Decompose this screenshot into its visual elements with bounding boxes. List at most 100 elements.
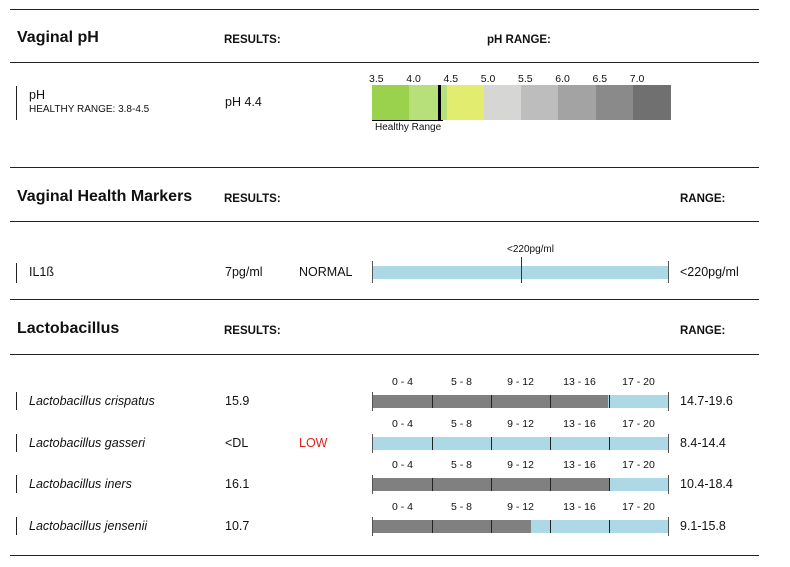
row-marker bbox=[16, 434, 17, 452]
lacto-range: 9.1-15.8 bbox=[680, 519, 726, 533]
lacto-bar-divider bbox=[550, 520, 551, 533]
bar-end-tick bbox=[372, 392, 373, 411]
ph-scale-segment bbox=[558, 85, 596, 120]
lacto-result: 16.1 bbox=[225, 477, 250, 491]
ph-scale-label: 6.5 bbox=[592, 73, 608, 85]
ph-range-header: pH RANGE: bbox=[487, 34, 551, 46]
ph-scale-segment bbox=[521, 85, 559, 120]
bar-end-tick bbox=[372, 261, 373, 283]
lacto-scale-label: 9 - 12 bbox=[507, 459, 534, 471]
healthy-range-bracket bbox=[372, 120, 443, 121]
markers-header-rule bbox=[10, 221, 759, 222]
lacto-scale-label: 5 - 8 bbox=[450, 376, 472, 388]
row-marker bbox=[16, 86, 17, 120]
bar-end-tick bbox=[668, 434, 669, 453]
lacto-bar-divider bbox=[609, 437, 610, 450]
lacto-scale-label: 9 - 12 bbox=[507, 418, 534, 430]
ph-scale-label: 6.0 bbox=[555, 73, 570, 85]
lacto-result: 15.9 bbox=[225, 394, 250, 408]
lacto-scale-label: 9 - 12 bbox=[507, 376, 534, 388]
ph-scale-segment bbox=[483, 85, 522, 120]
lacto-bar bbox=[373, 437, 668, 450]
lacto-scale-label: 13 - 16 bbox=[563, 376, 596, 388]
ph-result-marker bbox=[437, 85, 441, 120]
il1b-bar-threshold-label: <220pg/ml bbox=[507, 244, 554, 255]
lacto-top-rule bbox=[10, 299, 759, 300]
lacto-bar-divider bbox=[432, 395, 433, 408]
il1b-range-bar bbox=[373, 266, 668, 279]
bar-end-tick bbox=[372, 475, 373, 494]
lacto-bar-divider bbox=[491, 520, 492, 533]
lacto-range: 10.4-18.4 bbox=[680, 477, 733, 491]
bar-end-tick bbox=[668, 261, 669, 283]
results-header-ph: RESULTS: bbox=[224, 34, 281, 46]
lacto-header-rule bbox=[10, 354, 759, 355]
lacto-species-name: Lactobacillus crispatus bbox=[29, 394, 155, 408]
ph-result: pH 4.4 bbox=[225, 95, 262, 109]
lacto-scale-label: 17 - 20 bbox=[622, 501, 655, 513]
section-title-ph: Vaginal pH bbox=[17, 29, 99, 46]
lacto-scale-label: 13 - 16 bbox=[563, 459, 596, 471]
lacto-bar bbox=[373, 520, 668, 533]
lacto-bar-divider bbox=[609, 478, 610, 491]
lacto-scale-label: 5 - 8 bbox=[450, 418, 472, 430]
lacto-scale-label: 17 - 20 bbox=[622, 376, 655, 388]
markers-top-rule bbox=[10, 167, 759, 168]
healthy-range-caption: Healthy Range bbox=[375, 122, 442, 133]
lacto-species-name: Lactobacillus iners bbox=[29, 477, 132, 491]
lacto-range: 14.7-19.6 bbox=[680, 394, 733, 408]
bar-end-tick bbox=[372, 517, 373, 536]
lacto-scale-label: 0 - 4 bbox=[391, 501, 413, 513]
ph-healthy-range-label: HEALTHY RANGE: 3.8-4.5 bbox=[29, 104, 150, 115]
lacto-scale-label: 0 - 4 bbox=[391, 376, 413, 388]
lacto-scale-label: 5 - 8 bbox=[450, 459, 472, 471]
lacto-scale-label: 9 - 12 bbox=[507, 501, 534, 513]
row-marker bbox=[16, 263, 17, 283]
lacto-species-name: Lactobacillus gasseri bbox=[29, 436, 146, 450]
range-header-markers: RANGE: bbox=[680, 193, 726, 205]
bar-end-tick bbox=[372, 434, 373, 453]
lacto-bar-divider bbox=[491, 395, 492, 408]
lacto-bar bbox=[373, 478, 668, 491]
il1b-range: <220pg/ml bbox=[680, 265, 739, 279]
il1b-result: 7pg/ml bbox=[225, 265, 263, 279]
ph-scale-label: 7.0 bbox=[629, 73, 645, 85]
lacto-scale-label: 13 - 16 bbox=[563, 501, 596, 513]
results-header-markers: RESULTS: bbox=[224, 193, 281, 205]
ph-color-scale bbox=[372, 85, 671, 120]
ph-label: pH bbox=[29, 88, 45, 102]
lacto-range: 8.4-14.4 bbox=[680, 436, 726, 450]
il1b-threshold-line bbox=[521, 257, 522, 283]
lacto-bar-divider bbox=[550, 395, 551, 408]
lacto-bar-divider bbox=[491, 478, 492, 491]
lacto-bar-divider bbox=[550, 478, 551, 491]
ph-scale-label: 4.0 bbox=[406, 73, 421, 85]
ph-scale-label: 4.5 bbox=[443, 73, 459, 85]
lacto-status: LOW bbox=[299, 436, 328, 450]
ph-scale-segment bbox=[595, 85, 634, 120]
bar-end-tick bbox=[668, 475, 669, 494]
lacto-result: <DL bbox=[225, 436, 249, 450]
lacto-result: 10.7 bbox=[225, 519, 250, 533]
lacto-scale-label: 13 - 16 bbox=[563, 418, 596, 430]
lacto-bar-background bbox=[373, 437, 668, 450]
row-marker bbox=[16, 475, 17, 493]
row-marker bbox=[16, 517, 17, 535]
il1b-status: NORMAL bbox=[299, 265, 353, 279]
lacto-scale-label: 5 - 8 bbox=[450, 501, 472, 513]
row-marker bbox=[16, 392, 17, 410]
lacto-species-name: Lactobacillus jensenii bbox=[29, 519, 148, 533]
top-rule bbox=[10, 9, 759, 10]
results-header-lacto: RESULTS: bbox=[224, 325, 281, 337]
ph-scale-segment bbox=[632, 85, 671, 120]
ph-scale-label: 3.5 bbox=[369, 73, 384, 85]
lacto-bar-divider bbox=[432, 478, 433, 491]
lacto-bar-fill bbox=[373, 395, 608, 408]
ph-header-rule bbox=[10, 62, 759, 63]
bottom-rule bbox=[10, 555, 759, 556]
lacto-scale-label: 17 - 20 bbox=[622, 418, 655, 430]
bar-end-tick bbox=[668, 517, 669, 536]
lacto-bar-fill bbox=[373, 520, 531, 533]
il1b-label: IL1ß bbox=[29, 265, 55, 279]
ph-scale-label: 5.5 bbox=[518, 73, 533, 85]
